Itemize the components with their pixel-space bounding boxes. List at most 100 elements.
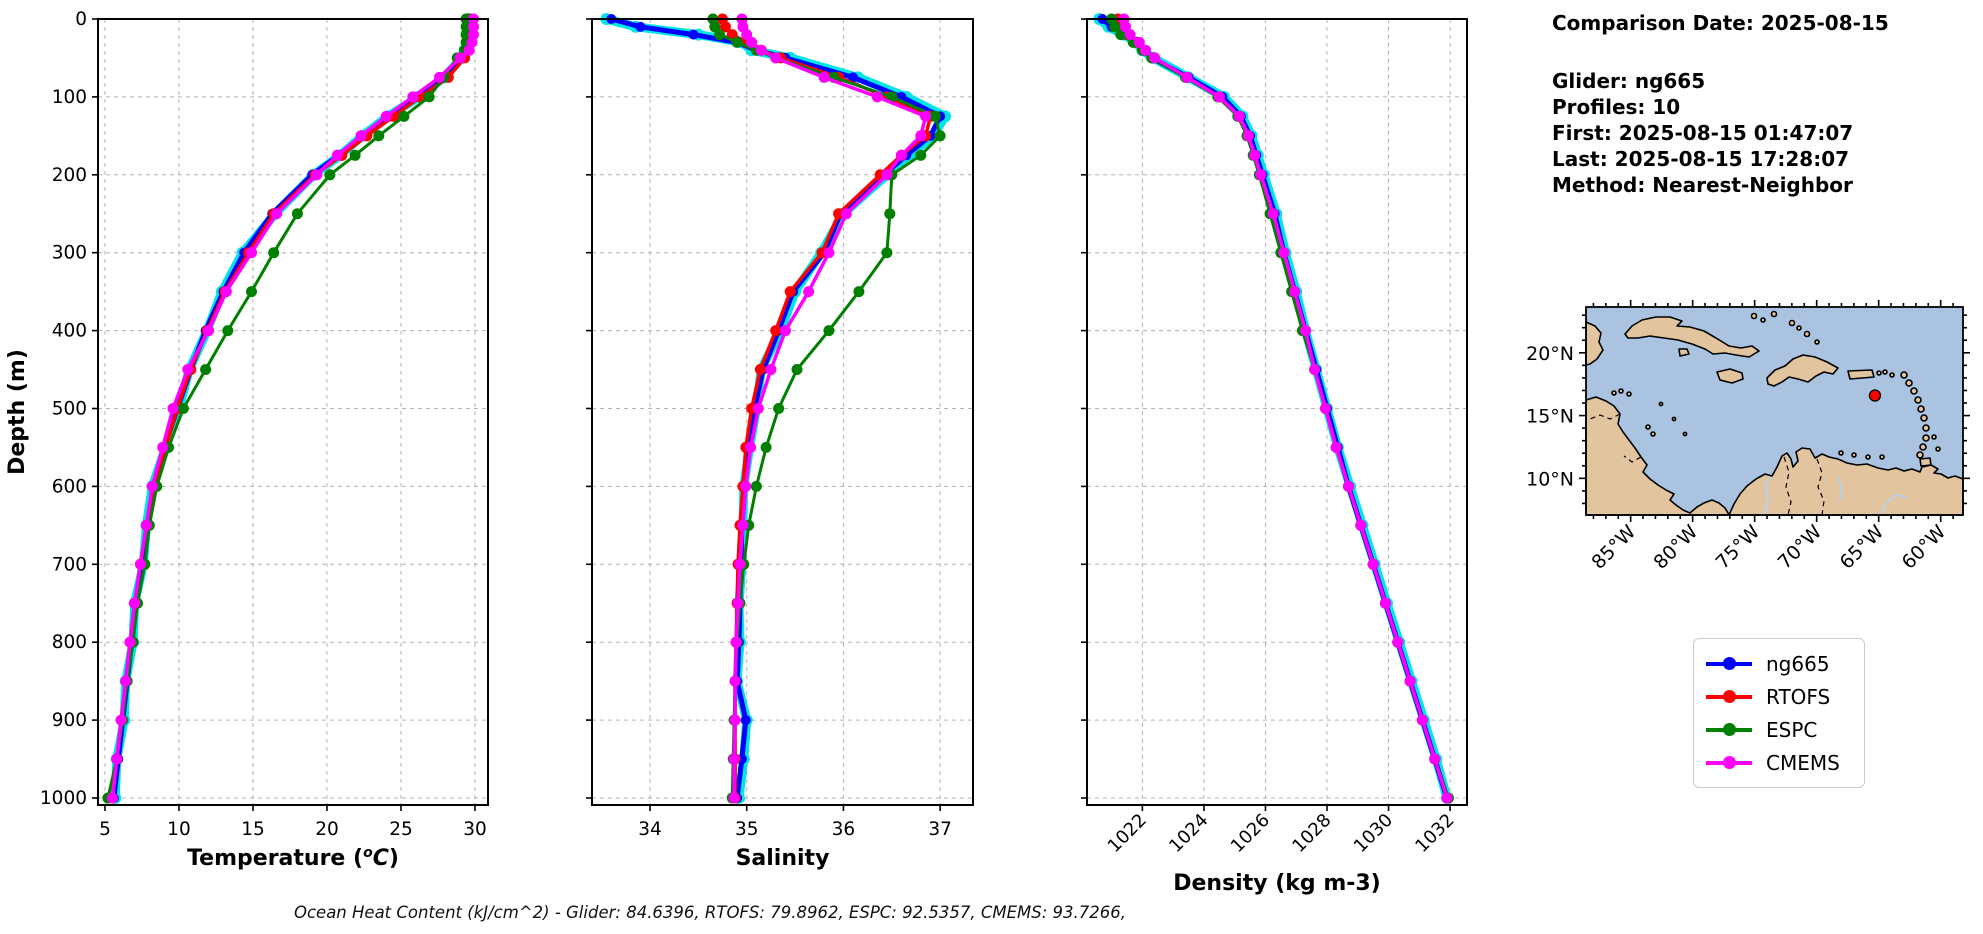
data-point-ng665 [848, 72, 859, 83]
data-point-CMEMS [1380, 597, 1391, 609]
y-tick-label: 500 [52, 398, 87, 419]
map-lon-label: 75°W [1712, 521, 1765, 574]
map-border [1816, 458, 1825, 516]
map-lon-label: 60°W [1898, 521, 1951, 574]
data-point-CMEMS [1278, 247, 1290, 259]
data-point-CMEMS [1181, 71, 1193, 83]
info-panel: Comparison Date: 2025-08-15 Glider: ng66… [1552, 10, 1889, 198]
x-tick-label: 30 [463, 819, 487, 840]
data-point-RTOFS [754, 364, 766, 375]
land-isla-juventud [1678, 348, 1690, 357]
data-point-CMEMS [1343, 480, 1354, 492]
legend-dot [1723, 722, 1736, 736]
y-tick-label: 200 [52, 165, 87, 186]
data-point-CMEMS [745, 441, 757, 453]
data-point-CMEMS [1213, 91, 1225, 103]
data-point-CMEMS [1124, 29, 1136, 41]
data-point-CMEMS [746, 36, 758, 48]
data-point-CMEMS [881, 169, 893, 181]
map-island [1645, 424, 1651, 430]
data-point-CMEMS [140, 519, 152, 531]
land-central-america [1585, 396, 1729, 516]
x-tick-label: 20 [315, 819, 339, 840]
plot-salinity: 34 35 36 37 Salinity [586, 13, 974, 871]
y-axis-label: Depth (m) [5, 349, 30, 475]
data-point-ESPC [1109, 21, 1121, 33]
inset-map: 20°N 15°N 10°N 85°W 80°W 75°W 70°W 65°W 60°W [1526, 300, 1970, 574]
data-point-ESPC [373, 130, 385, 142]
land-hispaniola [1766, 354, 1839, 387]
map-island [1900, 371, 1908, 379]
land-cuba [1624, 316, 1760, 358]
map-island [1931, 434, 1937, 440]
data-point-CMEMS [1233, 110, 1245, 122]
last-time-text: Last: 2025-08-15 17:28:07 [1552, 147, 1850, 171]
map-river [1763, 476, 1772, 516]
x-tick-label: 36 [832, 819, 856, 840]
data-point-CMEMS [1243, 130, 1254, 142]
series-line-CMEMS [732, 17, 928, 800]
map-lat-label: 10°N [1526, 468, 1574, 490]
map-island [1851, 452, 1857, 458]
map-island [1882, 369, 1888, 375]
map-island [1814, 339, 1820, 345]
data-point-CMEMS [740, 480, 752, 492]
data-point-CMEMS [823, 247, 835, 259]
data-point-CMEMS [129, 597, 141, 609]
profiles-text: Profiles: 10 [1552, 95, 1681, 119]
y-tick-label: 1000 [40, 788, 87, 809]
map-island [1803, 330, 1811, 338]
legend-line-marker-icon [1706, 755, 1752, 769]
x-tick-label: 1028 [1288, 810, 1335, 857]
method-text: Method: Nearest-Neighbor [1552, 173, 1853, 197]
series-markers-CMEMS [106, 13, 479, 804]
data-point-CMEMS [454, 52, 466, 64]
map-ticks [1579, 300, 1970, 522]
land-south-america [1728, 447, 1964, 516]
map-island [1889, 372, 1895, 378]
data-point-CMEMS [120, 675, 132, 687]
map-border [1783, 456, 1792, 516]
map-island [1658, 401, 1664, 407]
data-point-RTOFS [833, 208, 845, 220]
data-point-CMEMS [135, 558, 146, 570]
x-axis-label: Temperature (oC) [187, 845, 399, 871]
data-point-CMEMS [1289, 286, 1301, 298]
map-island [1920, 414, 1928, 422]
map-island [1760, 317, 1766, 323]
legend-label: RTOFS [1766, 684, 1831, 709]
map-island [1838, 450, 1844, 456]
data-point-CMEMS [1429, 753, 1441, 765]
map-lon-label: 65°W [1836, 521, 1889, 574]
x-tick-label: 1024 [1165, 810, 1212, 857]
data-point-CMEMS [734, 558, 746, 570]
x-tick-label: 1030 [1350, 810, 1397, 857]
data-point-ESPC [222, 325, 234, 337]
data-point-CMEMS [1330, 441, 1342, 453]
y-tick-label: 600 [52, 476, 87, 497]
y-tick-label: 400 [52, 321, 87, 342]
map-island [1917, 405, 1925, 413]
legend-line-marker-icon [1706, 722, 1752, 736]
x-tick-label: 1032 [1411, 810, 1458, 857]
map-river [1880, 493, 1907, 516]
map-land-group [1585, 310, 1964, 516]
data-point-CMEMS [920, 110, 932, 122]
data-point-CMEMS [732, 597, 744, 609]
data-point-CMEMS [157, 441, 169, 453]
data-point-ESPC [823, 325, 835, 337]
map-island [1671, 416, 1677, 422]
map-island [1916, 451, 1924, 459]
data-point-CMEMS [755, 44, 767, 56]
map-river [1837, 476, 1844, 502]
data-point-CMEMS [729, 714, 741, 726]
legend-dot [1723, 656, 1736, 670]
data-point-ESPC [750, 480, 762, 492]
info-panel-spacer [1552, 36, 1889, 68]
data-point-CMEMS [246, 247, 257, 259]
y-tick-label: 300 [52, 243, 87, 264]
map-frame [1585, 306, 1964, 516]
map-island [1788, 319, 1796, 327]
data-point-CMEMS [840, 208, 852, 220]
data-point-CMEMS [1149, 52, 1161, 64]
